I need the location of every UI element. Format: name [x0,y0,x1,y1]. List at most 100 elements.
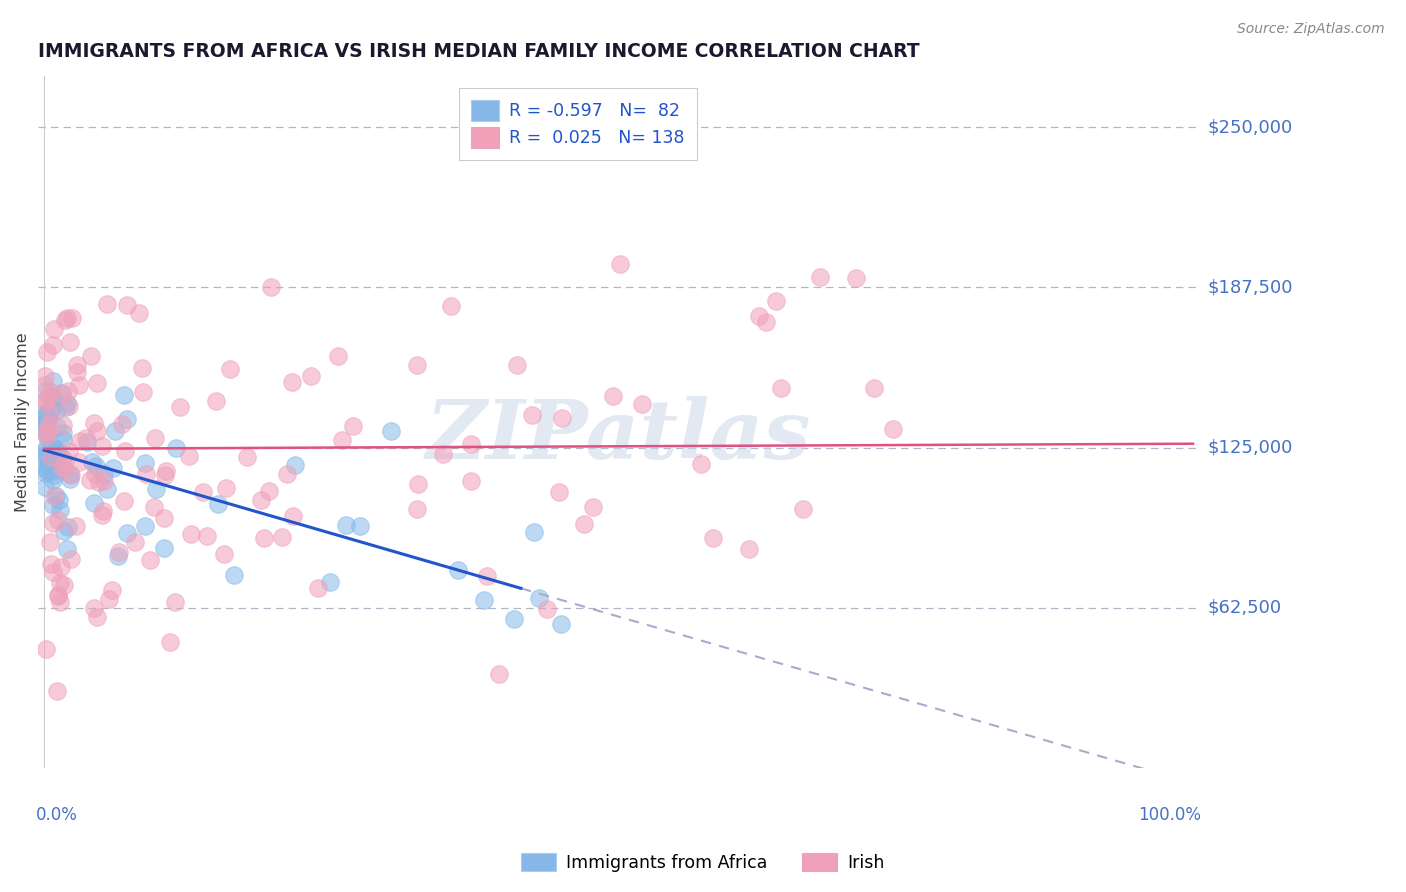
Point [84,467,107,482]
Point [75,431,97,445]
Point [52,524,75,538]
Point [37,459,59,474]
Point [110,417,132,431]
Point [93,474,115,488]
Point [299,369,322,384]
Legend: Immigrants from Africa, Irish: Immigrants from Africa, Irish [515,847,891,879]
Point [51,451,73,466]
Point [37,390,59,404]
Point [39,450,62,464]
Point [55,396,77,410]
Point [84,459,107,474]
Text: 0.0%: 0.0% [37,805,77,823]
Point [59,552,82,566]
Point [281,508,304,523]
Point [103,461,125,475]
Text: $187,500: $187,500 [1208,278,1292,296]
Point [432,447,454,461]
Point [219,361,242,376]
Point [34,408,56,422]
Point [523,525,546,540]
Point [58,399,80,413]
Point [42,441,65,455]
Point [115,525,138,540]
Point [34,420,56,434]
Point [108,545,131,559]
Point [86,610,108,624]
Point [42,498,65,512]
Point [37,462,59,476]
Point [45,443,67,458]
Point [83,496,105,510]
Point [37,426,59,441]
Point [89,475,111,489]
Point [215,481,238,495]
Point [34,445,56,459]
Point [48,575,70,590]
Point [46,589,69,603]
Point [631,397,654,411]
Point [690,457,713,471]
Point [34,409,56,424]
Point [34,384,56,398]
Point [90,508,112,523]
Point [134,519,156,533]
Point [702,531,724,545]
Point [66,365,89,379]
Point [46,513,69,527]
Point [115,412,138,426]
Text: Source: ZipAtlas.com: Source: ZipAtlas.com [1237,22,1385,37]
Point [318,574,340,589]
Point [34,449,56,463]
Text: ZIPatlas: ZIPatlas [426,396,811,475]
Point [250,492,273,507]
Point [112,493,135,508]
Point [41,391,63,405]
Point [66,358,89,372]
Point [86,376,108,390]
Point [86,424,108,438]
Point [37,411,59,425]
Point [276,467,298,482]
Text: IMMIGRANTS FROM AFRICA VS IRISH MEDIAN FAMILY INCOME CORRELATION CHART: IMMIGRANTS FROM AFRICA VS IRISH MEDIAN F… [38,42,920,61]
Point [59,472,82,486]
Point [115,298,138,312]
Text: $125,000: $125,000 [1208,439,1292,457]
Point [67,377,90,392]
Point [271,530,294,544]
Point [738,542,761,557]
Point [34,415,56,429]
Point [42,464,65,478]
Point [51,459,73,474]
Point [440,299,463,313]
Point [143,431,166,445]
Point [34,422,56,436]
Point [55,541,77,556]
Point [257,484,280,499]
Point [342,418,364,433]
Point [506,358,529,372]
Point [90,440,112,454]
Point [326,350,349,364]
Point [41,401,63,415]
Point [42,374,65,388]
Point [51,386,73,401]
Point [502,612,524,626]
Point [42,338,65,352]
Point [46,446,69,460]
Point [76,435,98,450]
Point [83,601,105,615]
Point [96,297,118,311]
Point [155,467,177,482]
Point [169,400,191,414]
Point [770,381,793,395]
Point [39,558,62,572]
Point [34,480,56,494]
Point [52,434,75,448]
Point [460,475,482,489]
Point [283,458,305,472]
Point [107,549,129,563]
Point [91,504,114,518]
Point [39,385,62,400]
Point [45,489,67,503]
